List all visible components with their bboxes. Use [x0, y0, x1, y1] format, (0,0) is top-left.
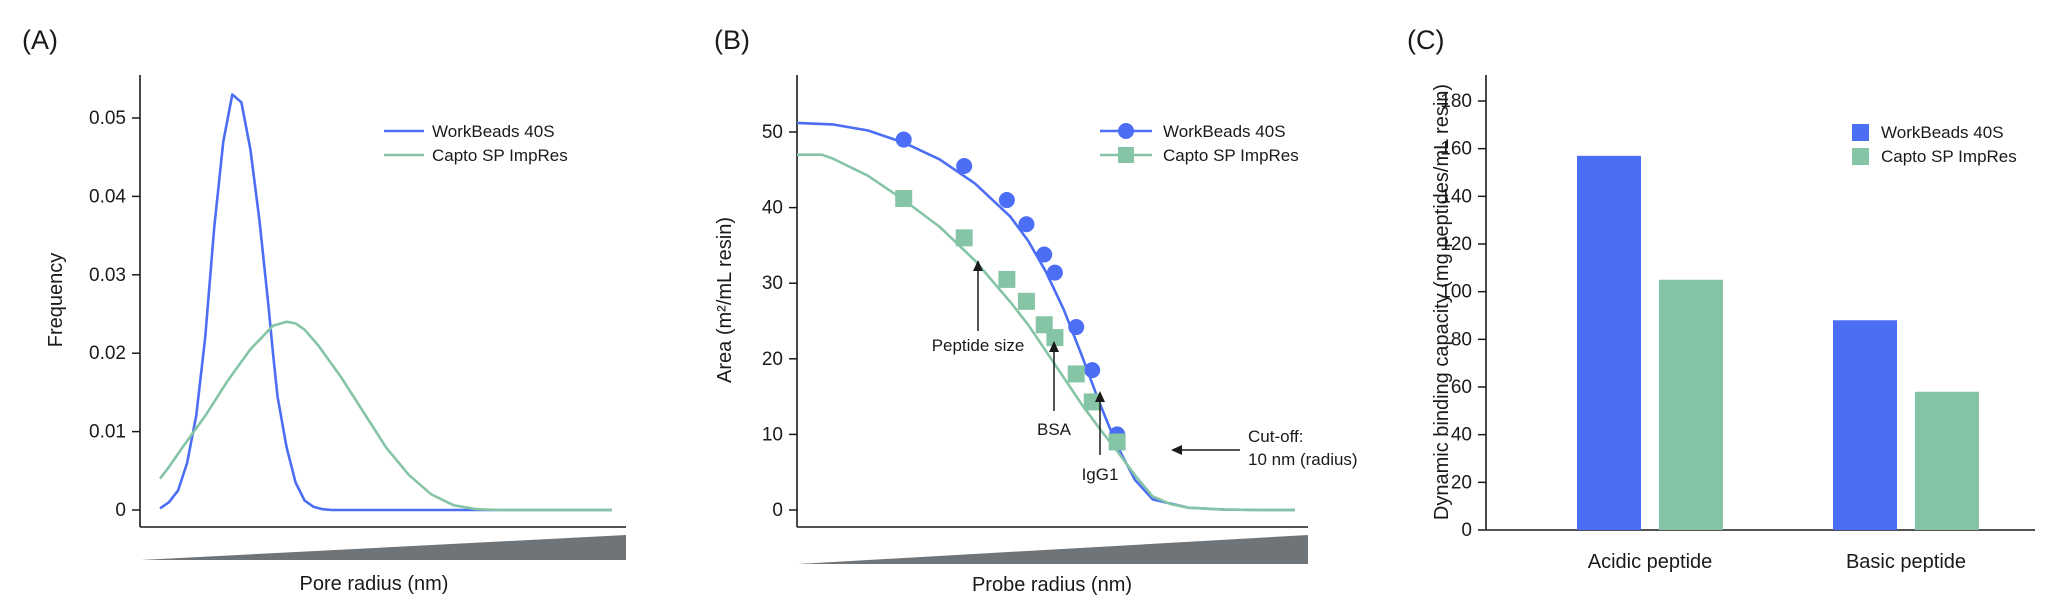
panel-b-capto-point	[1046, 329, 1064, 347]
panel-b-workbeads-point	[1084, 362, 1101, 379]
panel-c-y-axis-label: Dynamic binding capacity (mg peptides/mL…	[1431, 84, 1453, 520]
panel-b-workbeads-point	[998, 192, 1015, 209]
panel-c-y-tick-label: 0	[1461, 520, 1472, 541]
panel-b-capto-point	[955, 229, 973, 247]
panel-c-bar-capto-basic	[1915, 391, 1979, 530]
panel-c-y-tick-label: 140	[1440, 186, 1472, 207]
panel-a-label: (A)	[22, 25, 58, 55]
panel-b-y-tick-label: 20	[762, 349, 783, 370]
panel-b-workbeads-point	[1068, 319, 1085, 336]
panel-b-probe-area: (B) 0 10 20 30 40 50 Peptide size BSA IgG1 Cu…	[714, 25, 1358, 596]
panel-a-pore-size-distribution: (A) 0 0.01 0.02 0.03 0.04 0.05 Pore radius (n…	[22, 25, 626, 595]
panel-b-y-axis-label: Area (m²/mL resin)	[714, 217, 736, 383]
panel-a-y-tick-label: 0.02	[89, 343, 126, 364]
panel-b-series-capto-line	[797, 153, 1295, 512]
panel-c-y-tick-label: 180	[1440, 91, 1472, 112]
panel-b-legend: WorkBeads 40S Capto SP ImpRes	[1100, 122, 1299, 165]
panel-c-legend: WorkBeads 40S Capto SP ImpRes	[1852, 123, 2017, 166]
panel-c-bar-workbeads-basic	[1833, 320, 1897, 530]
panel-b-workbeads-point	[1046, 264, 1063, 281]
panel-b-y-tick-label: 10	[762, 424, 783, 445]
panel-b-capto-point	[1108, 433, 1126, 451]
panel-a-series-capto-line	[158, 320, 612, 512]
panel-c-legend-swatch-capto	[1852, 148, 1869, 165]
panel-b-capto-point	[1017, 292, 1035, 310]
annotation-bsa: BSA	[1037, 420, 1072, 439]
panel-b-y-tick-label: 50	[762, 122, 783, 143]
panel-b-legend-marker-square	[1118, 147, 1134, 163]
panel-a-y-tick-label: 0.03	[89, 265, 126, 286]
panel-c-y-ticks: 0 20 40 60 80 100 120 140 160 180	[1440, 91, 1486, 541]
panel-b-workbeads-point	[956, 158, 973, 175]
panel-a-y-tick-label: 0.05	[89, 108, 126, 129]
panel-a-y-tick-label: 0	[115, 500, 126, 521]
panel-b-capto-point	[1035, 316, 1053, 334]
panel-b-y-ticks: 0 10 20 30 40 50	[762, 122, 797, 521]
annotation-igg1: IgG1	[1082, 465, 1119, 484]
panel-b-annotations: Peptide size BSA IgG1 Cut-off: 10 nm (ra…	[932, 260, 1358, 484]
panel-c-label: (C)	[1407, 25, 1444, 55]
panel-b-y-tick-label: 30	[762, 273, 783, 294]
panel-b-legend-label-capto: Capto SP ImpRes	[1163, 146, 1299, 165]
peptide-size-arrowhead	[973, 260, 983, 271]
panel-a-series	[158, 93, 612, 512]
panel-b-series	[796, 121, 1295, 512]
panel-c-y-tick-label: 120	[1440, 234, 1472, 255]
panel-b-y-tick-label: 0	[772, 500, 783, 521]
panel-c-y-tick-label: 100	[1440, 282, 1472, 303]
panel-b-capto-point	[998, 270, 1016, 288]
panel-c-legend-swatch-workbeads	[1852, 124, 1869, 141]
panel-b-workbeads-point	[1036, 246, 1053, 263]
panel-a-legend-label-workbeads: WorkBeads 40S	[432, 122, 555, 141]
panel-a-legend-label-capto: Capto SP ImpRes	[432, 146, 568, 165]
panel-b-x-axis-label: Probe radius (nm)	[972, 574, 1132, 596]
panel-c-bar-workbeads-acidic	[1577, 155, 1641, 531]
panel-a-y-tick-label: 0.04	[89, 186, 126, 207]
panel-a-y-axis-label: Frequency	[45, 253, 67, 348]
panel-c-y-tick-label: 40	[1451, 425, 1472, 446]
panel-c-legend-label-workbeads: WorkBeads 40S	[1881, 123, 2004, 142]
panel-b-workbeads-point	[895, 131, 912, 148]
panel-c-y-tick-label: 160	[1440, 139, 1472, 160]
panel-a-x-axis-label: Pore radius (nm)	[300, 573, 449, 595]
panel-c-category-label-basic: Basic peptide	[1846, 551, 1966, 573]
panel-c-legend-label-capto: Capto SP ImpRes	[1881, 147, 2017, 166]
cutoff-arrowhead	[1171, 445, 1182, 455]
panel-b-increasing-radius-wedge	[798, 535, 1308, 564]
panel-c-category-label-acidic: Acidic peptide	[1588, 551, 1713, 573]
panel-c-bar-capto-acidic	[1659, 279, 1723, 530]
panel-c-binding-capacity: (C) 0 20 40 60 80 100 120 140 160 180 Acidic pept…	[1407, 25, 2035, 573]
igg1-arrowhead	[1095, 391, 1105, 402]
panel-a-increasing-radius-wedge	[141, 535, 626, 560]
panel-c-y-tick-label: 60	[1451, 377, 1472, 398]
panel-b-capto-point	[895, 190, 913, 208]
panel-a-legend: WorkBeads 40S Capto SP ImpRes	[384, 122, 568, 165]
panel-b-y-tick-label: 40	[762, 198, 783, 219]
panel-c-bars	[1577, 155, 1979, 531]
annotation-peptide-size: Peptide size	[932, 336, 1025, 355]
panel-a-y-tick-label: 0.01	[89, 422, 126, 443]
bsa-arrowhead	[1049, 341, 1059, 352]
panel-b-workbeads-point	[1018, 216, 1035, 233]
panel-c-y-tick-label: 80	[1451, 329, 1472, 350]
panel-b-capto-point	[1067, 365, 1085, 383]
panel-b-legend-marker-circle	[1118, 123, 1134, 139]
panel-b-capto-point	[1083, 393, 1101, 411]
panel-c-y-tick-label: 20	[1451, 472, 1472, 493]
panel-b-label: (B)	[714, 25, 750, 55]
annotation-cutoff-line-1: Cut-off:	[1248, 427, 1303, 446]
panel-a-y-ticks: 0 0.01 0.02 0.03 0.04 0.05	[89, 108, 140, 521]
annotation-cutoff-line-2: 10 nm (radius)	[1248, 450, 1358, 469]
panel-b-legend-label-workbeads: WorkBeads 40S	[1163, 122, 1286, 141]
